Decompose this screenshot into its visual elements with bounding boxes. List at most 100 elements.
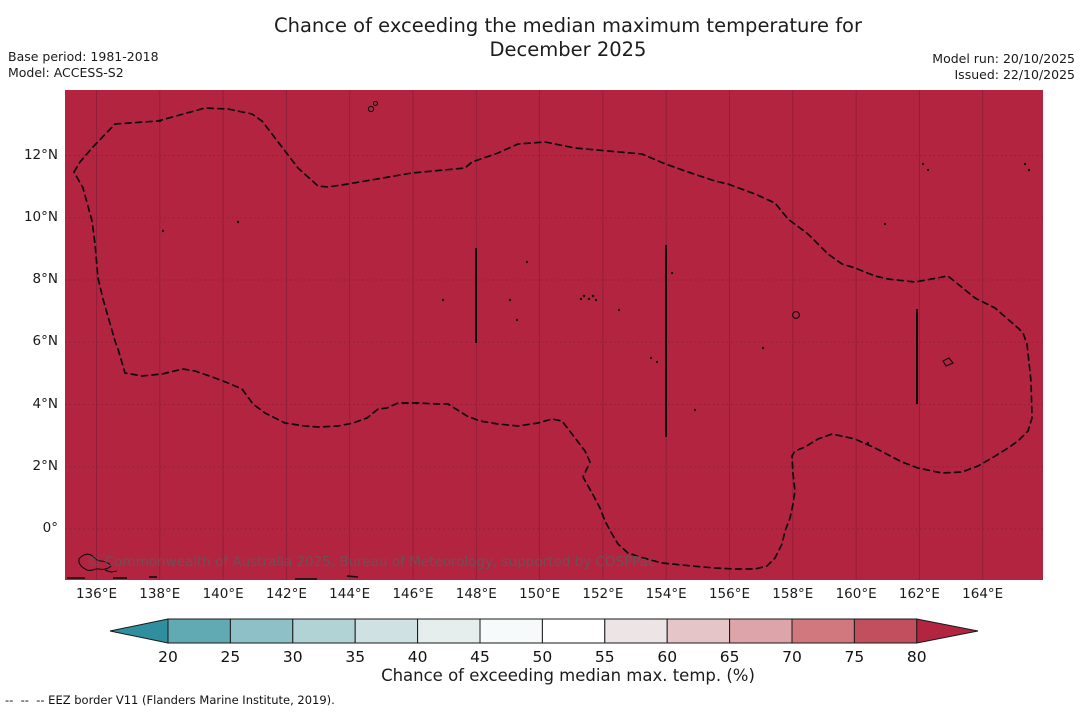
island-dot-icon [761,346,765,350]
island-outline-icon [942,357,954,367]
island-dot-icon [515,318,519,322]
colorbar-tick-label: 55 [595,648,615,666]
latitude-tick-label: 8°N [32,271,58,287]
colorbar-tick-label: 70 [782,648,802,666]
longitude-tick-label: 154°E [645,586,687,602]
colorbar-tick-label: 30 [283,648,303,666]
meta-base-period-model: Base period: 1981-2018 Model: ACCESS-S2 [8,49,159,81]
model-text: Model: ACCESS-S2 [8,65,124,80]
island-dot-icon [579,297,583,301]
colorbar-segment [604,618,668,644]
colorbar-tick-label: 45 [470,648,490,666]
island-dot-icon [670,271,674,275]
colorbar-segment [479,618,543,644]
atoll-outlines [78,100,954,573]
island-dot-icon [649,356,653,360]
island-dot-icon [582,294,586,298]
atoll-outline-icon [792,311,800,319]
neighbour-border-fragments [67,575,359,580]
colorbar-segment [292,618,356,644]
colorbar-tick-label: 65 [720,648,740,666]
model-run-text: Model run: 20/10/2025 [932,51,1075,66]
forecast-map: © Commonwealth of Australia 2025, Bureau… [65,90,1043,580]
latitude-tick-label: 4°N [32,395,58,412]
latitude-tick-label: 12°N [23,146,58,163]
copyright-watermark: © Commonwealth of Australia 2025, Bureau… [87,554,656,570]
graticule-gridlines [65,90,1043,580]
colorbar-left-arrow [109,618,169,644]
island-dot-icon [161,229,165,233]
title-line-1: Chance of exceeding the median maximum t… [273,14,863,37]
island-dot-icon [693,408,697,412]
colorbar-segment [167,618,231,644]
colorbar-tick-label: 60 [657,648,677,666]
island-dot-icon [441,298,445,302]
latitude-tick-label: 0° [42,520,58,536]
island-dot-icon [591,294,595,298]
island-dot-icon [158,119,162,123]
colorbar-segment [791,618,855,644]
longitude-tick-label: 150°E [519,586,561,602]
island-dot-icon [921,162,925,166]
island-outline-icon [104,569,118,573]
island-dot-icon [883,222,887,226]
colorbar-segment [354,618,419,644]
eez-footnote: -- -- -- EEZ border V11 (Flanders Marine… [5,693,335,707]
colorbar-tick-label: 25 [221,648,241,666]
island-dot-icon [525,260,529,264]
island-outline-icon [78,553,112,572]
boundary-vertical-lines [475,245,918,437]
island-dot-icon [617,308,621,312]
eez-border-path [73,107,1033,570]
colorbar-segment [417,618,481,644]
longitude-tick-label: 162°E [898,586,940,602]
longitude-tick-label: 138°E [139,586,181,602]
colorbar-segment [666,618,731,644]
island-dot-icon [594,298,598,302]
longitude-tick-label: 152°E [582,586,624,602]
colorbar-tick-label: 35 [345,648,365,666]
base-period-text: Base period: 1981-2018 [8,49,159,64]
colorbar-segment [853,618,918,644]
longitude-tick-label: 158°E [772,586,814,602]
island-dot-icon [236,220,240,224]
latitude-tick-label: 10°N [23,208,58,225]
latitude-tick-label: 2°N [32,457,58,474]
island-marks [158,119,1031,445]
longitude-tick-label: 140°E [202,586,244,602]
colorbar-tick-label: 40 [408,648,428,666]
longitude-tick-label: 148°E [455,586,497,602]
longitude-tick-label: 144°E [329,586,371,602]
longitude-tick-label: 136°E [75,586,118,602]
island-dot-icon [1023,162,1027,166]
issued-text: Issued: 22/10/2025 [954,67,1076,82]
colorbar-segment [541,618,606,644]
meta-run-issued: Model run: 20/10/2025 Issued: 22/10/2025 [932,51,1075,83]
longitude-tick-label: 142°E [265,586,307,602]
atoll-outline-icon [372,100,379,107]
atoll-outline-icon [367,105,375,113]
title-line-2: December 2025 [489,38,647,61]
colorbar-right-arrow [916,618,979,644]
longitude-tick-label: 164°E [962,586,1004,602]
page-title: Chance of exceeding the median maximum t… [51,14,1085,62]
island-dot-icon [1027,168,1031,172]
island-dot-icon [508,298,512,302]
colorbar-label: Chance of exceeding median max. temp. (%… [381,666,755,685]
latitude-tick-label: 6°N [32,333,58,350]
island-dot-icon [926,168,930,172]
colorbar-tick-label: 80 [907,648,927,666]
colorbar-tick-label: 20 [158,648,178,666]
colorbar-segment [729,618,793,644]
island-dot-icon [866,441,870,445]
colorbar-segment [229,618,294,644]
longitude-tick-label: 156°E [708,586,751,602]
colorbar: 20 25 30 35 40 45 50 55 60 65 70 75 80 [109,618,979,666]
island-dot-icon [587,297,591,301]
island-dot-icon [655,360,659,364]
map-canvas [65,90,1043,580]
colorbar-tick-label: 75 [845,648,865,666]
longitude-tick-label: 146°E [392,586,434,602]
colorbar-tick-label: 50 [533,648,553,666]
